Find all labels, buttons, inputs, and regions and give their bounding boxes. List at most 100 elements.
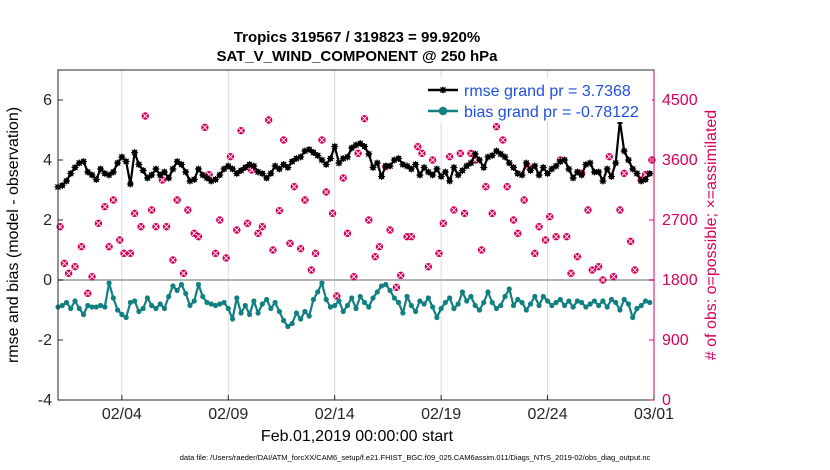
obs-assimilated-cross — [227, 154, 234, 160]
bias-point — [357, 293, 363, 300]
obs-count-marker — [265, 116, 273, 124]
rmse-point-star — [271, 162, 279, 170]
obs-assimilated-cross — [387, 227, 393, 233]
obs-count-marker — [64, 269, 73, 278]
y-right-tick-label: 0 — [662, 392, 671, 409]
obs-count-marker — [407, 232, 416, 241]
bias-point — [566, 298, 572, 304]
obs-count-marker — [631, 266, 639, 274]
rmse-point — [450, 164, 458, 171]
obs-count-marker — [609, 272, 618, 281]
obs-count-marker — [109, 196, 118, 204]
rmse-point — [114, 159, 122, 167]
rmse-point-star — [237, 167, 245, 174]
bias-point — [127, 299, 133, 306]
rmse-point-star — [361, 143, 369, 150]
rmse-point — [331, 143, 339, 150]
bias-point — [289, 320, 295, 327]
rmse-point-star — [607, 173, 615, 180]
obs-assimilated-cross — [568, 270, 574, 276]
rmse-point — [629, 165, 637, 173]
bias-series — [55, 280, 653, 330]
obs-assimilated-cross — [515, 230, 521, 236]
obs-assimilated-cross — [234, 227, 240, 233]
bias-point — [549, 302, 555, 309]
bias-point — [451, 305, 457, 312]
obs-assimilated-cross — [121, 250, 127, 256]
obs-count-marker — [392, 283, 401, 292]
rmse-point-star — [216, 171, 224, 179]
bias-point — [195, 281, 202, 288]
bias-point — [417, 298, 423, 304]
bias-point — [281, 317, 287, 324]
rmse-point — [267, 170, 275, 177]
obs-assimilated-cross — [142, 113, 148, 119]
obs-count-marker — [584, 206, 592, 214]
obs-assimilated-cross — [102, 204, 108, 210]
rmse-point-star — [126, 180, 134, 188]
obs-count-marker — [599, 276, 607, 284]
rmse-point — [109, 168, 117, 176]
rmse-point — [224, 162, 232, 170]
rmse-point-star — [182, 168, 190, 176]
rmse-point — [458, 167, 466, 174]
rmse-point — [88, 171, 96, 179]
obs-count-marker — [328, 209, 337, 218]
obs-assimilated-cross — [323, 189, 329, 195]
obs-assimilated-cross — [212, 250, 219, 256]
rmse-point-star — [527, 167, 535, 174]
data-file-footer: data file: /Users/raeder/DAI/ATM_forcXX/… — [180, 453, 651, 462]
obs-count-marker — [343, 229, 352, 238]
obs-assimilated-cross — [553, 234, 559, 240]
y-tick-label: -2 — [38, 332, 52, 349]
rmse-point — [420, 164, 428, 171]
obs-count-marker — [94, 219, 103, 228]
bias-point — [413, 308, 419, 315]
rmse-point — [126, 180, 134, 188]
obs-assimilated-cross — [238, 128, 244, 134]
bias-point — [519, 299, 525, 306]
rmse-point-star — [292, 155, 300, 162]
bias-point — [642, 298, 649, 304]
rmse-point-star — [373, 159, 381, 167]
rmse-point-star — [156, 171, 164, 179]
bias-point — [378, 283, 385, 289]
obs-count-marker — [354, 149, 362, 158]
obs-assimilated-cross — [174, 197, 180, 203]
bias-point — [459, 289, 466, 295]
rmse-point — [152, 165, 160, 173]
bias-point — [97, 302, 104, 309]
rmse-point — [407, 165, 415, 173]
rmse-point-star — [169, 165, 177, 173]
rmse-point-star — [531, 162, 539, 170]
bias-point — [489, 299, 495, 306]
rmse-point — [237, 167, 245, 174]
rmse-point-star — [301, 147, 309, 155]
obs-count-marker — [541, 236, 550, 244]
obs-count-marker — [492, 122, 501, 131]
obs-count-marker — [105, 242, 113, 251]
bias-point — [498, 302, 504, 309]
rmse-point-star — [352, 141, 360, 149]
obs-assimilated-cross — [372, 254, 378, 260]
rmse-point — [250, 162, 258, 170]
rmse-point — [492, 147, 500, 155]
rmse-point — [92, 176, 100, 183]
rmse-point — [97, 165, 105, 173]
x-tick-label: 02/14 — [315, 406, 355, 423]
bias-point — [238, 310, 244, 316]
rmse-point-star — [148, 171, 156, 179]
rmse-point — [518, 171, 526, 179]
rmse-point-star — [612, 159, 620, 167]
rmse-point-star — [518, 171, 526, 179]
obs-count-marker — [286, 239, 294, 248]
rmse-point-star — [633, 170, 641, 177]
obs-assimilated-cross — [415, 144, 421, 150]
rmse-point — [569, 174, 577, 182]
rmse-point-star — [535, 171, 543, 179]
rmse-point-star — [467, 159, 475, 167]
bias-point — [259, 301, 265, 307]
rmse-point — [297, 153, 305, 161]
rmse-point — [275, 165, 283, 173]
bias-point — [208, 301, 214, 307]
